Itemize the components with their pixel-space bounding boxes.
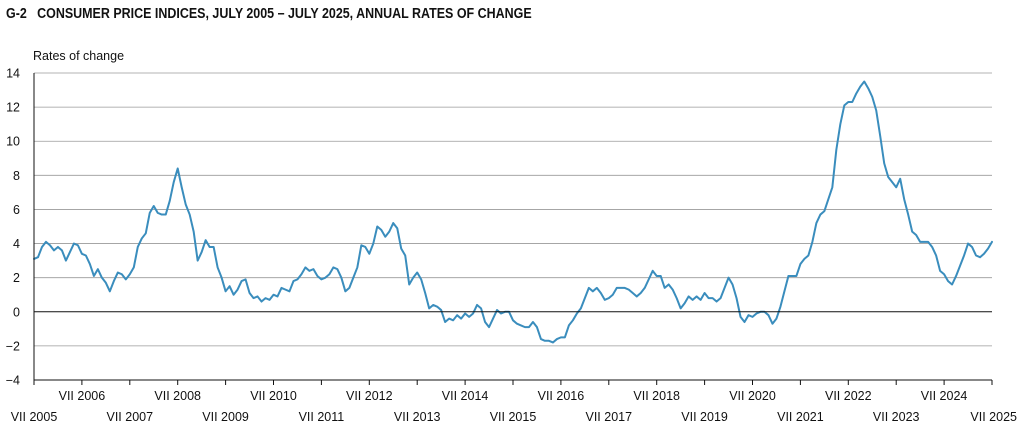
x-tick-label-top: VII 2008 <box>154 389 201 403</box>
x-tick-label-bottom: VII 2007 <box>107 410 154 424</box>
x-tick-label-bottom: VII 2023 <box>873 410 920 424</box>
grid-lines <box>34 72 992 347</box>
y-tick-label: 10 <box>6 135 20 149</box>
cpi-series-line <box>33 80 993 344</box>
y-tick-labels: −4 −2 0 2 4 6 8 10 12 14 <box>6 67 20 388</box>
y-axis-title: Rates of change <box>33 49 124 63</box>
x-tick-label-top: VII 2012 <box>346 389 393 403</box>
y-tick-label: −4 <box>6 374 20 388</box>
y-tick-label: 0 <box>13 305 20 319</box>
x-tick-label-bottom: VII 2025 <box>970 410 1017 424</box>
x-tick-label-bottom: VII 2009 <box>202 410 249 424</box>
y-tick-label: −2 <box>6 339 20 353</box>
x-tick-label-bottom: VII 2015 <box>490 410 537 424</box>
x-tick-label-top: VII 2024 <box>921 389 968 403</box>
x-tick-label-bottom: VII 2011 <box>299 410 345 424</box>
y-tick-label: 6 <box>13 203 20 217</box>
y-tick-label: 8 <box>13 169 20 183</box>
x-tick-label-top: VII 2020 <box>729 389 776 403</box>
x-tick-label-bottom: VII 2017 <box>586 410 633 424</box>
x-tick-label-top: VII 2010 <box>250 389 297 403</box>
x-tick-label-top: VII 2018 <box>633 389 680 403</box>
x-tick-label-top: VII 2006 <box>59 389 106 403</box>
series-layer <box>33 80 993 344</box>
x-tick-labels: VII 2006 VII 2008 VII 2010 VII 2012 VII 2014… <box>11 389 1017 424</box>
y-tick-label: 2 <box>13 271 20 285</box>
x-tick-label-bottom: VII 2021 <box>777 410 824 424</box>
chart-title: G-2 CONSUMER PRICE INDICES, JULY 2005 – J… <box>6 6 532 22</box>
y-tick-label: 12 <box>6 101 20 115</box>
x-tick-label-bottom: VII 2005 <box>11 410 58 424</box>
x-tick-label-top: VII 2014 <box>442 389 489 403</box>
x-tick-label-bottom: VII 2019 <box>681 410 728 424</box>
figure-title: CONSUMER PRICE INDICES, JULY 2005 – JULY… <box>37 6 532 22</box>
x-tick-label-top: VII 2022 <box>825 389 872 403</box>
y-tick-label: 4 <box>13 237 20 251</box>
figure-code: G-2 <box>6 6 27 22</box>
y-tick-label: 14 <box>6 67 20 81</box>
axes <box>33 73 993 385</box>
x-tick-label-bottom: VII 2013 <box>394 410 441 424</box>
x-tick-label-top: VII 2016 <box>538 389 585 403</box>
